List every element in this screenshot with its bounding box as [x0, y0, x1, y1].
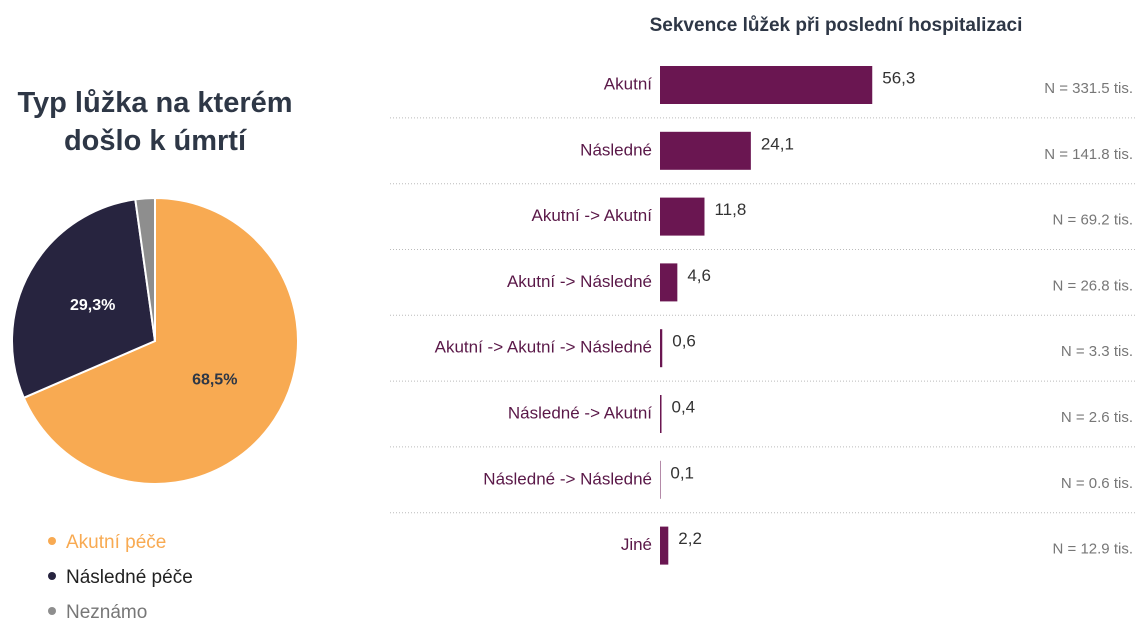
- category-label: Následné -> Následné: [483, 469, 652, 488]
- value-label: 0,4: [672, 397, 696, 416]
- legend-dot: [48, 572, 56, 580]
- annotation: N = 331.5 tis.: [1044, 80, 1133, 97]
- value-label: 0,1: [670, 463, 694, 482]
- category-label: Akutní -> Akutní: [532, 206, 653, 225]
- value-label: 0,6: [672, 332, 696, 351]
- bar: [660, 526, 669, 565]
- category-label: Akutní: [604, 74, 652, 93]
- annotation: N = 141.8 tis.: [1044, 146, 1133, 163]
- legend-label: Neznámo: [66, 602, 147, 621]
- value-label: 4,6: [687, 266, 711, 285]
- category-label: Jiné: [621, 535, 652, 554]
- bar: [660, 460, 661, 499]
- annotation: N = 0.6 tis.: [1061, 475, 1133, 492]
- bar: [660, 329, 663, 368]
- category-label: Akutní -> Následné: [507, 272, 652, 291]
- category-label: Akutní -> Akutní -> Následné: [435, 338, 652, 357]
- category-label: Následné: [580, 140, 652, 159]
- legend-label: Akutní péče: [66, 532, 166, 553]
- pie-title: Typ lůžka na kterém došlo k úmrtí: [17, 87, 293, 157]
- pie-slice: [11, 198, 157, 400]
- bar: [660, 197, 705, 236]
- pie-label: 68,5%: [192, 371, 237, 388]
- annotation: N = 3.3 tis.: [1061, 343, 1133, 360]
- pie-label: 29,3%: [70, 297, 115, 314]
- annotation: N = 26.8 tis.: [1053, 277, 1133, 294]
- pie-slice: [134, 196, 156, 342]
- bar-title: Sekvence lůžek při poslední hospitalizac…: [650, 15, 1023, 36]
- value-label: 2,2: [678, 529, 702, 548]
- legend-label: Následné péče: [66, 567, 193, 588]
- value-label: 56,3: [882, 68, 915, 87]
- value-label: 24,1: [761, 134, 794, 153]
- bar: [660, 395, 662, 433]
- pie-slice: [22, 196, 299, 485]
- annotation: N = 12.9 tis.: [1053, 541, 1133, 558]
- bar: [660, 66, 873, 104]
- value-label: 11,8: [714, 200, 746, 219]
- annotation: N = 2.6 tis.: [1061, 409, 1133, 426]
- bar: [660, 263, 678, 302]
- annotation: N = 69.2 tis.: [1053, 212, 1133, 229]
- legend-dot: [48, 607, 56, 615]
- bar: [660, 131, 751, 170]
- legend-dot: [48, 537, 56, 545]
- category-label: Následné -> Akutní: [508, 403, 652, 422]
